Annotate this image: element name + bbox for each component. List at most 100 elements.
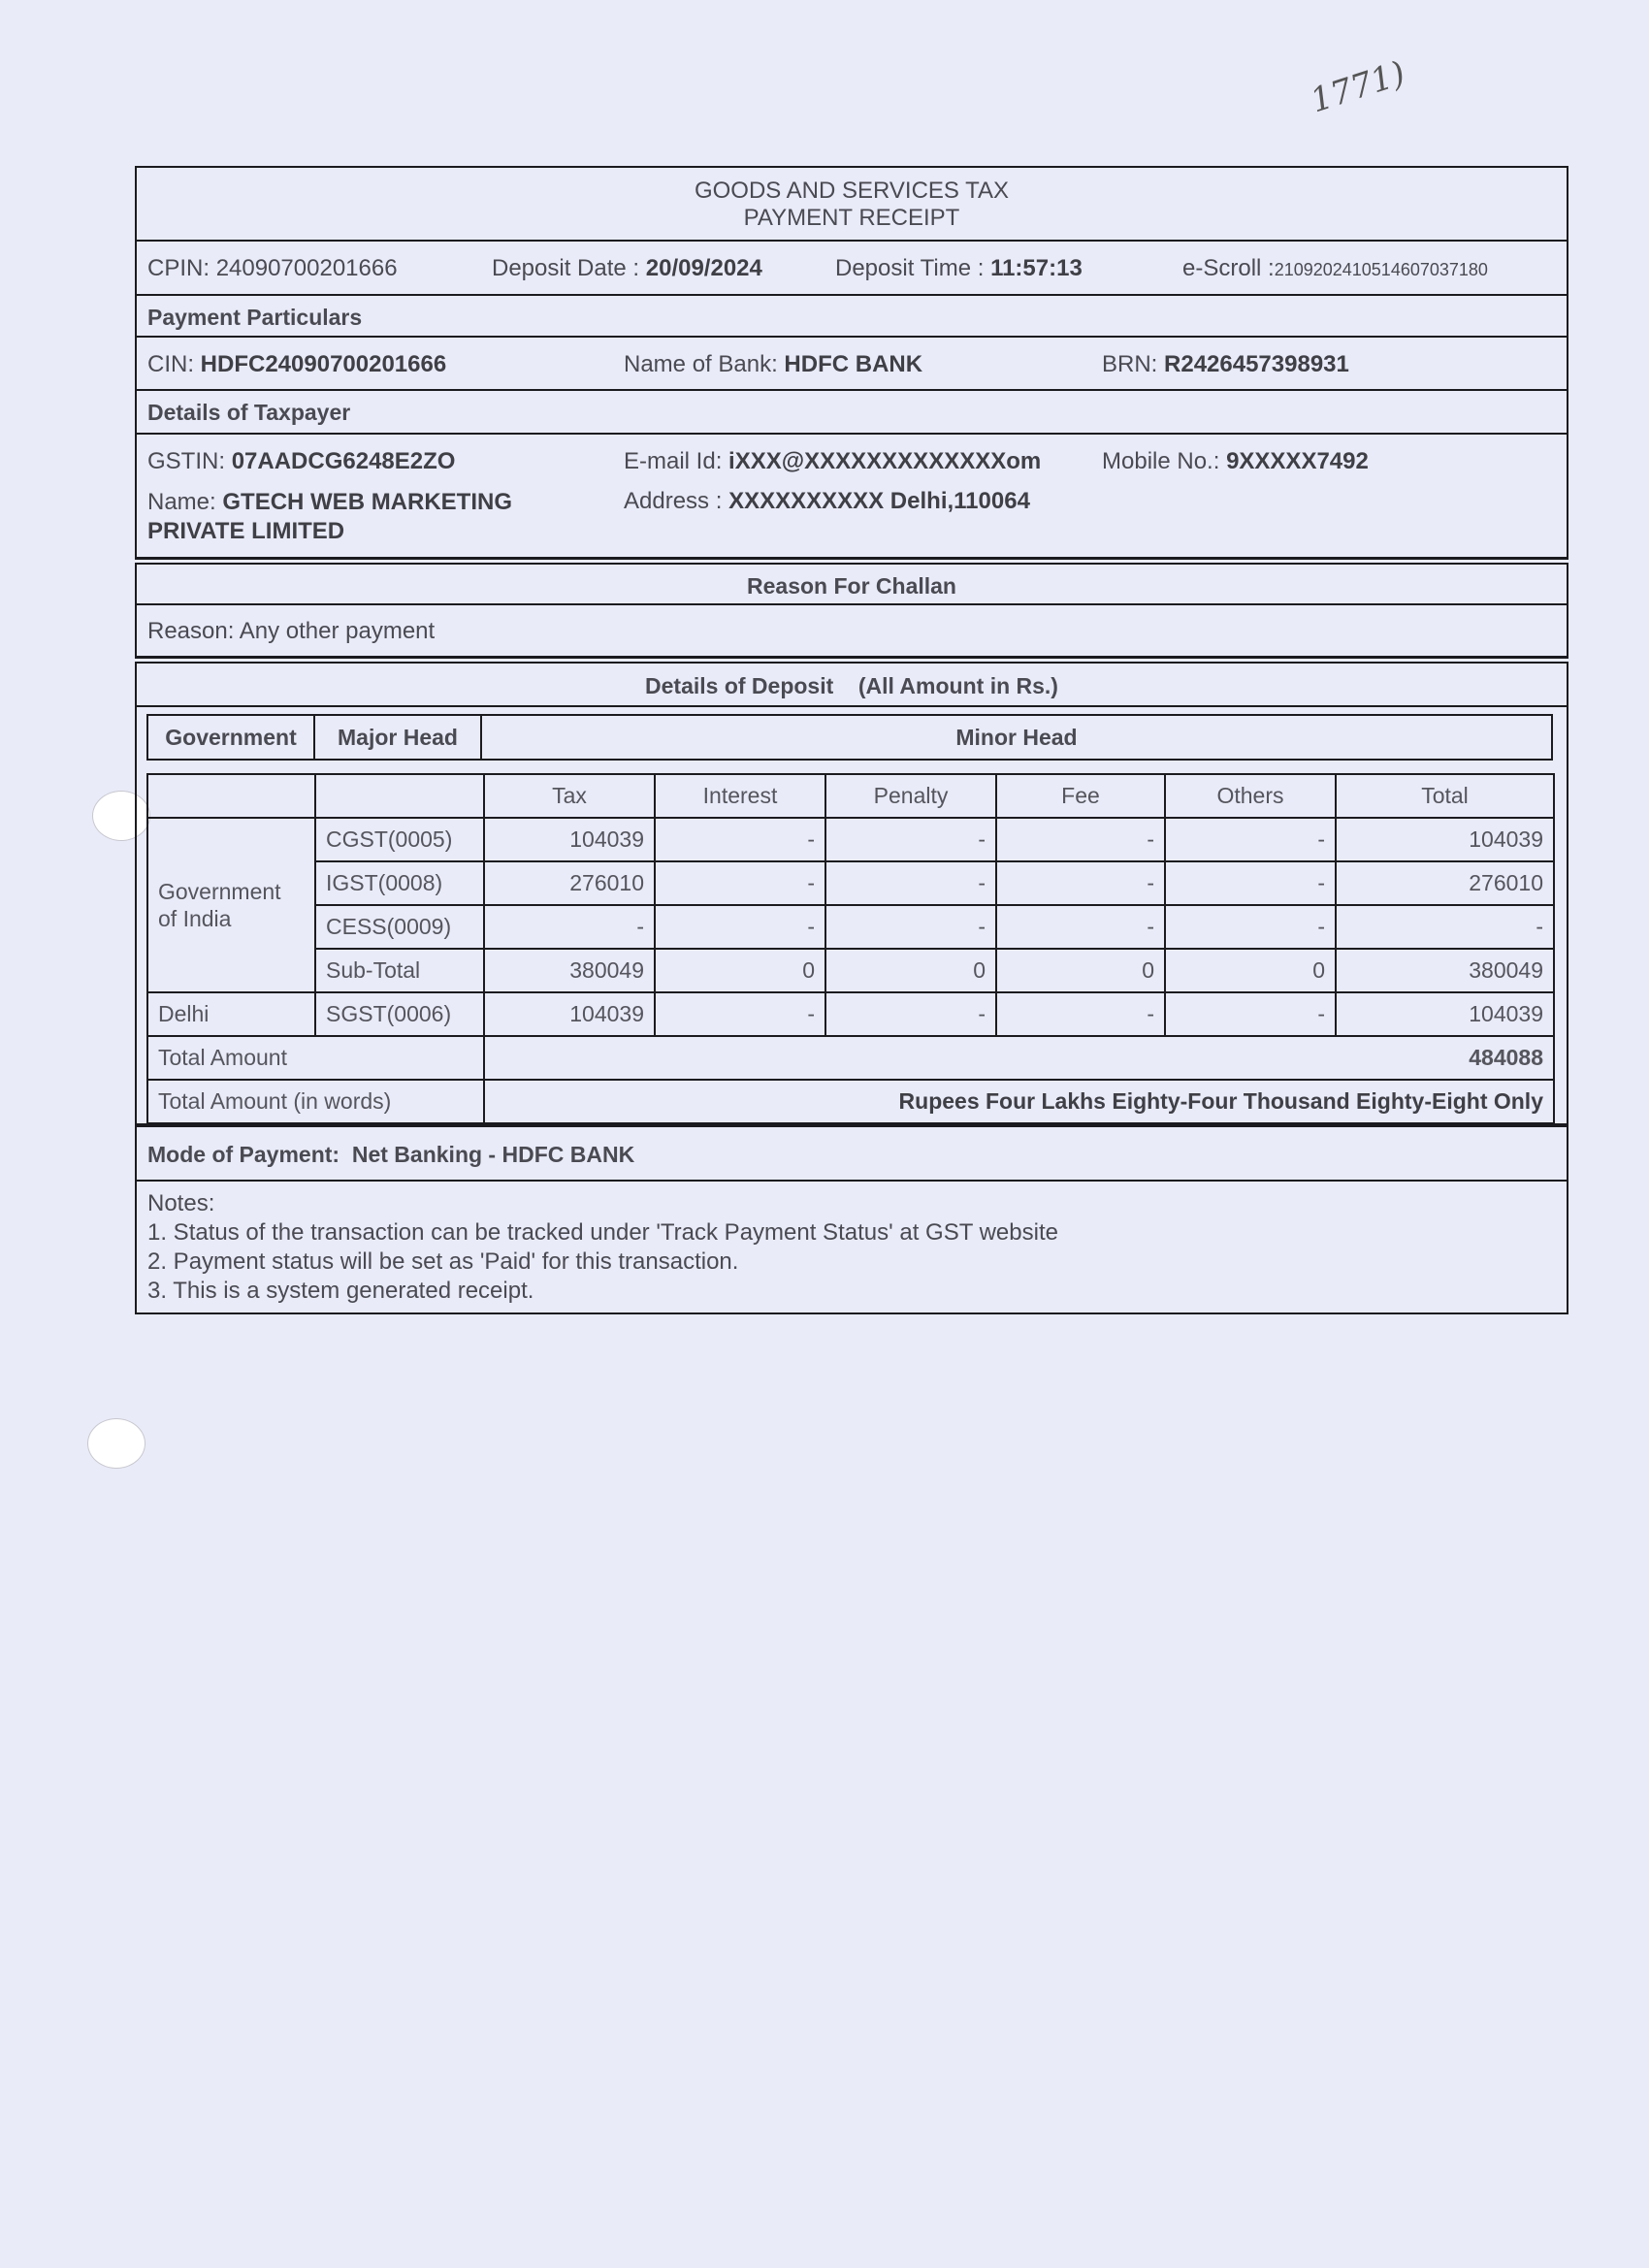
fee-cell: - [995,860,1166,906]
others-cell: 0 [1164,948,1337,993]
mode-value: Net Banking - HDFC BANK [351,1142,635,1167]
deposit-section [135,707,1568,1125]
penalty-cell: - [824,817,997,862]
taxpayer-heading: Details of Taxpayer [135,391,1568,435]
deposit-heading: Details of Deposit (All Amount in Rs.) [135,662,1568,707]
cin-value: HDFC24090700201666 [200,351,447,377]
deposit-time-value: 11:57:13 [990,255,1083,281]
brn-value: R2426457398931 [1164,351,1349,377]
col-tax: Tax [483,773,656,819]
col-fee: Fee [995,773,1166,819]
subtotal-row: Sub-Total 380049 0 0 0 0 380049 [147,948,1555,993]
col-penalty: Penalty [824,773,997,819]
others-cell: - [1164,991,1337,1037]
fee-cell: - [995,817,1166,862]
mobile-label: Mobile No.: [1102,448,1220,474]
major-head-cell: SGST(0006) [314,991,485,1037]
total-words-value: Rupees Four Lakhs Eighty-Four Thousand E… [483,1079,1555,1124]
tax-cell: - [483,904,656,950]
table-row: CESS(0009) - - - - - - [147,904,1555,950]
payment-particulars-heading: Payment Particulars [135,296,1568,338]
payment-particulars-row: CIN: HDFC24090700201666 Name of Bank: HD… [135,338,1568,391]
interest-cell: - [654,991,826,1037]
cin-label: CIN: [147,351,194,377]
challan-reason-row: Reason: Any other payment [135,605,1568,659]
name-value: GTECH WEB MARKETING [222,489,513,515]
interest-cell: - [654,904,826,950]
reason-value: Any other payment [239,618,436,644]
challan-heading: Reason For Challan [135,563,1568,605]
address-label: Address : [624,488,723,514]
interest-cell: - [654,860,826,906]
payment-particulars-title: Payment Particulars [147,305,363,330]
punch-hole [87,1418,146,1469]
notes-heading: Notes: [147,1190,215,1216]
others-cell: - [1164,904,1337,950]
taxpayer-details: GSTIN: 07AADCG6248E2ZO E-mail Id: iXXX@X… [135,435,1568,560]
tax-cell: 276010 [483,860,656,906]
total-cell: 276010 [1335,860,1555,906]
head-table: Government Major Head Minor Head [146,714,1553,761]
email-value: iXXX@XXXXXXXXXXXXXom [728,448,1042,474]
gov-delhi-cell: Delhi [146,991,316,1037]
mode-label: Mode of Payment: [147,1142,340,1167]
mobile-value: 9XXXXX7492 [1226,448,1369,474]
table-header-row: Tax Interest Penalty Fee Others Total [146,773,1555,819]
total-amount-label: Total Amount [146,1035,485,1081]
escroll-label: e-Scroll : [1182,255,1275,281]
tax-cell: 104039 [483,817,656,862]
gstin-value: 07AADCG6248E2ZO [231,448,456,474]
punch-hole [92,791,150,841]
fee-cell: 0 [995,948,1166,993]
penalty-cell: - [824,991,997,1037]
col-minor-head: Minor Head [480,714,1553,761]
bank-value: HDFC BANK [784,351,923,377]
table-row: Delhi SGST(0006) 104039 - - - - 104039 [146,991,1555,1037]
cpin-label: CPIN: [147,255,210,281]
deposit-table: Tax Interest Penalty Fee Others Total Go… [146,773,1555,1124]
deposit-note: (All Amount in Rs.) [857,673,1058,698]
major-head-cell: CGST(0005) [314,817,485,862]
major-head-cell: CESS(0009) [314,904,485,950]
total-words-label: Total Amount (in words) [146,1079,485,1124]
others-cell: - [1164,860,1337,906]
penalty-cell: 0 [824,948,997,993]
total-cell: 104039 [1335,991,1555,1037]
mode-of-payment-row: Mode of Payment: Net Banking - HDFC BANK [135,1125,1568,1182]
title-line2: PAYMENT RECEIPT [743,205,960,231]
total-cell: 380049 [1335,948,1555,993]
note-item: 2. Payment status will be set as 'Paid' … [147,1248,739,1275]
col-major-head: Major Head [313,714,482,761]
escroll-value: 2109202410514607037180 [1274,260,1488,279]
cpin-row: CPIN: 24090700201666 Deposit Date : 20/0… [135,242,1568,296]
col-others: Others [1164,773,1337,819]
col-government: Government [146,714,315,761]
handwritten-note: 1771) [1306,53,1410,121]
penalty-cell: - [824,860,997,906]
col-interest: Interest [654,773,826,819]
title-line1: GOODS AND SERVICES TAX [694,178,1010,204]
table-row: Government of India CGST(0005) 104039 - … [146,817,1555,993]
fee-cell: - [995,904,1166,950]
reason-label: Reason: [147,618,235,644]
taxpayer-title: Details of Taxpayer [147,400,351,425]
total-cell: - [1335,904,1555,950]
note-item: 1. Status of the transaction can be trac… [147,1219,1058,1246]
notes-section: Notes: 1. Status of the transaction can … [135,1182,1568,1314]
others-cell: - [1164,817,1337,862]
table-row: IGST(0008) 276010 - - - - 276010 [147,860,1555,906]
deposit-time-label: Deposit Time : [835,255,985,281]
deposit-date-value: 20/09/2024 [645,255,762,281]
name-value-line2: PRIVATE LIMITED [147,518,345,544]
bank-label: Name of Bank: [624,351,778,377]
interest-cell: 0 [654,948,826,993]
email-label: E-mail Id: [624,448,723,474]
penalty-cell: - [824,904,997,950]
cpin-value: 24090700201666 [215,255,398,281]
col-total: Total [1335,773,1555,819]
interest-cell: - [654,817,826,862]
deposit-date-label: Deposit Date : [492,255,640,281]
total-words-row: Total Amount (in words) Rupees Four Lakh… [146,1079,1555,1124]
receipt-title: GOODS AND SERVICES TAX PAYMENT RECEIPT [135,166,1568,242]
brn-label: BRN: [1102,351,1158,377]
